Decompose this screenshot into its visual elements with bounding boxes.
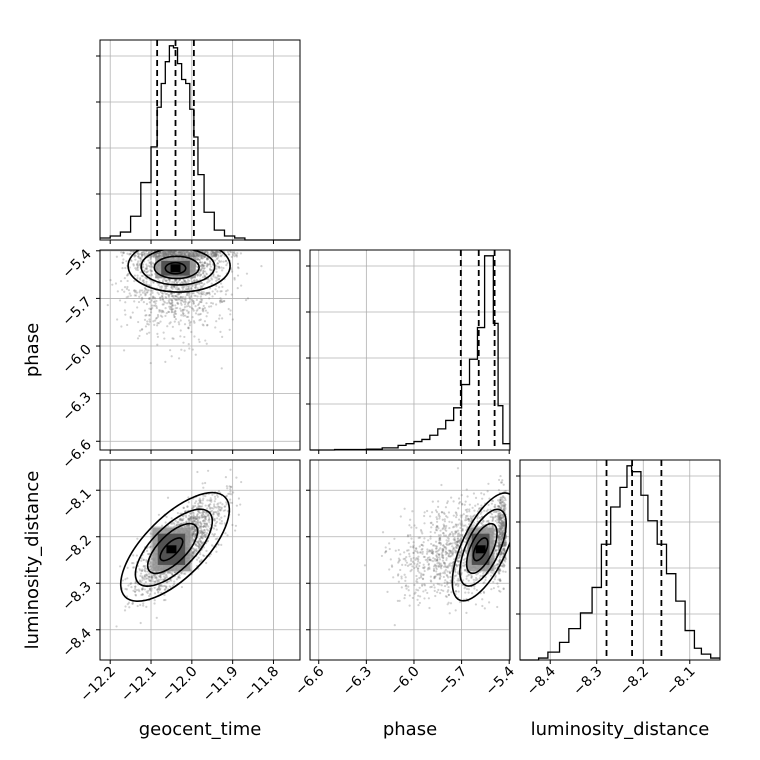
density-peak bbox=[475, 545, 486, 554]
x-tick-label: −11.8 bbox=[241, 664, 283, 706]
density-peak bbox=[166, 545, 177, 554]
contour-line bbox=[140, 250, 216, 286]
y-axis-label: phase bbox=[22, 323, 43, 377]
panel-2d-phase-luminosity_distance bbox=[309, 459, 511, 661]
x-tick-label: −8.2 bbox=[617, 664, 652, 699]
x-tick-label: −8.4 bbox=[524, 663, 559, 698]
contour-line bbox=[119, 491, 231, 603]
x-tick-label: −6.0 bbox=[387, 664, 422, 699]
contour-line bbox=[459, 508, 507, 587]
panel-frame bbox=[309, 459, 511, 661]
panel-frame bbox=[99, 459, 301, 661]
y-tick-label: −8.1 bbox=[59, 486, 94, 521]
y-tick-label: −8.2 bbox=[59, 532, 94, 567]
y-tick-label: −8.3 bbox=[59, 579, 94, 614]
y-tick-label: −6.6 bbox=[59, 437, 94, 472]
x-tick-label: −12.1 bbox=[118, 664, 160, 706]
panel-2d-geocent_time-luminosity_distance bbox=[99, 459, 301, 661]
x-axis-label: geocent_time bbox=[139, 719, 262, 740]
contour-line bbox=[127, 250, 231, 293]
contour-line bbox=[472, 537, 489, 562]
histogram-step bbox=[520, 465, 720, 661]
panel-hist-phase bbox=[306, 249, 511, 451]
panel-frame bbox=[519, 459, 721, 661]
x-tick-label: −5.4 bbox=[483, 663, 518, 698]
density-peak bbox=[170, 264, 181, 273]
x-tick-label: −8.3 bbox=[570, 664, 605, 699]
contour-line bbox=[164, 261, 187, 275]
contour-line bbox=[451, 492, 510, 602]
y-tick-label: −6.0 bbox=[59, 342, 94, 377]
x-tick-label: −6.3 bbox=[340, 664, 375, 699]
panel-frame bbox=[309, 249, 511, 451]
panel-frame bbox=[99, 249, 301, 451]
x-tick-label: −12.0 bbox=[159, 664, 201, 706]
y-tick-label: −6.3 bbox=[59, 389, 94, 424]
panel-hist-luminosity_distance bbox=[516, 459, 721, 661]
contour-line bbox=[465, 522, 498, 575]
panel-frame bbox=[99, 39, 301, 241]
panel-hist-geocent_time bbox=[96, 39, 301, 241]
panel-2d-geocent_time-phase bbox=[99, 249, 301, 451]
y-tick-label: −5.7 bbox=[59, 294, 94, 329]
x-tick-label: −5.7 bbox=[435, 664, 470, 699]
contour-line bbox=[146, 522, 199, 575]
y-tick-label: −5.4 bbox=[59, 246, 94, 281]
y-tick-label: −8.4 bbox=[59, 625, 94, 660]
x-axis-label: luminosity_distance bbox=[531, 719, 710, 740]
contour-line bbox=[134, 508, 214, 587]
y-axis-label: luminosity_distance bbox=[22, 471, 43, 650]
x-tick-label: −11.9 bbox=[200, 664, 242, 706]
x-tick-label: −12.2 bbox=[77, 664, 119, 706]
histogram-step bbox=[310, 255, 510, 451]
x-axis-label: phase bbox=[383, 719, 437, 740]
contour-line bbox=[153, 255, 200, 280]
x-tick-label: −8.1 bbox=[663, 664, 698, 699]
x-tick-label: −6.6 bbox=[292, 663, 327, 698]
contour-line bbox=[159, 537, 184, 562]
histogram-step bbox=[100, 45, 300, 241]
